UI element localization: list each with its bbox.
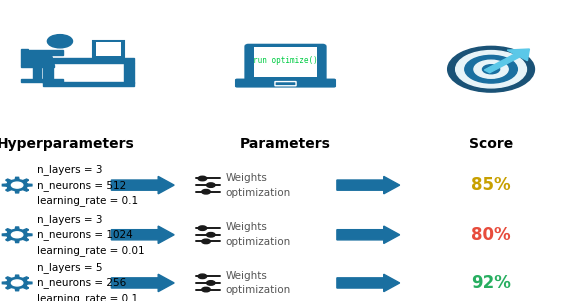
Circle shape [11,280,23,286]
Polygon shape [21,49,28,65]
Polygon shape [33,67,42,80]
Text: n_layers = 3
n_neurons = 1024
learning_rate = 0.01: n_layers = 3 n_neurons = 1024 learning_r… [37,214,144,256]
FancyBboxPatch shape [246,45,325,81]
FancyBboxPatch shape [254,47,317,77]
Circle shape [202,190,210,194]
Polygon shape [21,65,54,67]
Polygon shape [43,58,134,63]
Text: 85%: 85% [471,176,511,194]
Circle shape [198,176,207,181]
Circle shape [202,239,210,244]
Text: n_layers = 5
n_neurons = 256
learning_rate = 0.1: n_layers = 5 n_neurons = 256 learning_ra… [37,262,138,301]
Circle shape [198,274,207,279]
Text: Parameters: Parameters [240,138,331,151]
Text: Hyperparameters: Hyperparameters [0,138,135,151]
Polygon shape [337,226,400,244]
Text: Weights
optimization: Weights optimization [226,271,291,295]
Polygon shape [337,274,400,292]
Polygon shape [337,176,400,194]
Circle shape [198,226,207,231]
Circle shape [482,65,500,74]
Text: Weights
optimization: Weights optimization [226,222,291,247]
Text: 92%: 92% [471,274,511,292]
Text: n_layers = 3
n_neurons = 512
learning_rate = 0.1: n_layers = 3 n_neurons = 512 learning_ra… [37,164,138,206]
Circle shape [202,287,210,292]
Circle shape [474,60,508,78]
FancyBboxPatch shape [235,79,336,88]
Polygon shape [2,275,32,291]
Text: Score: Score [469,138,513,151]
Circle shape [11,182,23,188]
Circle shape [207,281,215,285]
Polygon shape [111,176,174,194]
Polygon shape [105,58,112,61]
FancyBboxPatch shape [275,82,296,86]
Polygon shape [484,49,529,73]
Polygon shape [43,82,134,86]
Polygon shape [111,226,174,244]
Circle shape [47,35,73,48]
Polygon shape [111,274,174,292]
FancyBboxPatch shape [93,41,124,58]
Polygon shape [2,177,32,193]
Circle shape [448,46,534,92]
Polygon shape [21,79,63,82]
Circle shape [11,232,23,238]
Circle shape [207,183,215,187]
Circle shape [207,232,215,237]
Text: run optimize(): run optimize() [253,56,318,65]
Polygon shape [29,50,63,55]
FancyBboxPatch shape [96,42,121,56]
Polygon shape [124,63,134,83]
Polygon shape [2,227,32,243]
Circle shape [465,55,517,83]
Circle shape [456,51,526,88]
Text: Weights
optimization: Weights optimization [226,173,291,197]
Polygon shape [43,63,53,83]
Polygon shape [29,55,54,65]
Text: 80%: 80% [471,226,511,244]
